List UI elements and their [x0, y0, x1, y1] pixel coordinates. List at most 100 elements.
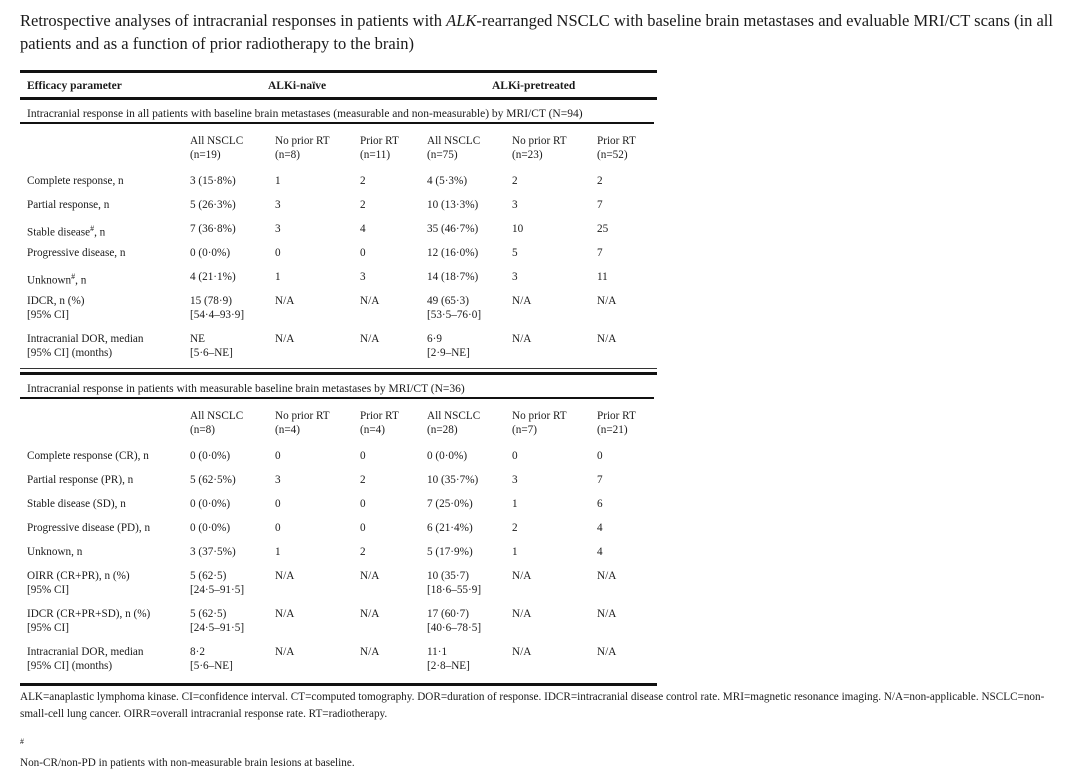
- table-cell: 3 (37·5%): [190, 546, 236, 558]
- table-cell: 5 (26·3%): [190, 199, 236, 211]
- table-cell: 2: [360, 546, 366, 558]
- table-cell: 0: [275, 522, 281, 534]
- table-cell: 2: [360, 199, 366, 211]
- table-cell: 5: [512, 247, 518, 259]
- row-label: Progressive disease (PD), n: [27, 522, 151, 534]
- table-cell: 4 (5·3%): [427, 175, 468, 187]
- table-cell: N/A: [512, 570, 532, 582]
- header-param: Efficacy parameter: [27, 80, 122, 92]
- table-cell: 0: [275, 450, 281, 462]
- table-cell: 3: [512, 474, 518, 486]
- table-cell: N/A: [360, 608, 380, 620]
- table-row: Intracranial DOR, median [95% CI] (month…: [20, 645, 657, 683]
- table-cell: 0 (0·0%): [190, 498, 231, 510]
- table-row: Stable disease#, n 7 (36·8%) 3 4 35 (46·7%) 1…: [20, 222, 657, 246]
- table-cell: 3: [512, 199, 518, 211]
- table-cell: 4: [360, 223, 366, 235]
- footnote-hash: # Non-CR/non-PD in patients with non-meas…: [20, 737, 355, 769]
- table-cell: 2: [512, 175, 518, 187]
- table-cell: N/A: [597, 295, 617, 307]
- table-cell: N/A: [275, 295, 295, 307]
- table-cell: 0 (0·0%): [427, 450, 468, 462]
- column-label: All NSCLC (n=19): [190, 135, 244, 161]
- table-cell: NE [5·6–NE]: [190, 333, 233, 359]
- column-label: No prior RT (n=8): [275, 135, 330, 161]
- table-row: Complete response, n 3 (15·8%) 1 2 4 (5·3%) 2…: [20, 174, 657, 198]
- column-label: Prior RT (n=21): [597, 410, 636, 436]
- table-cell: 4 (21·1%): [190, 271, 236, 283]
- table-cell: 2: [360, 175, 366, 187]
- table-cell: 11·1 [2·8–NE]: [427, 646, 470, 672]
- row-label: Complete response (CR), n: [27, 450, 149, 462]
- row-label: IDCR (CR+PR+SD), n (%) [95% CI]: [27, 608, 151, 634]
- row-label: Partial response (PR), n: [27, 474, 134, 486]
- table-row: OIRR (CR+PR), n (%) [95% CI] 5 (62·5) [24…: [20, 569, 657, 607]
- row-label: Stable disease (SD), n: [27, 498, 126, 510]
- table-cell: 7: [597, 474, 603, 486]
- table-cell: 6: [597, 498, 603, 510]
- column-label: Prior RT (n=4): [360, 410, 399, 436]
- table-cell: 4: [597, 522, 603, 534]
- table-cell: 10 (13·3%): [427, 199, 479, 211]
- table-cell: 4: [597, 546, 603, 558]
- table-cell: 8·2 [5·6–NE]: [190, 646, 233, 672]
- table-row: Stable disease (SD), n 0 (0·0%) 0 0 7 (25·0%…: [20, 497, 657, 521]
- table-row: IDCR, n (%) [95% CI] 15 (78·9) [54·4–93·9…: [20, 294, 657, 332]
- table-cell: 7 (36·8%): [190, 223, 236, 235]
- table-cell: N/A: [360, 646, 380, 658]
- table-cell: 7: [597, 199, 603, 211]
- table-cell: N/A: [597, 646, 617, 658]
- table-row: Unknown#, n 4 (21·1%) 1 3 14 (18·7%) 3 11: [20, 270, 657, 294]
- table-cell: 14 (18·7%): [427, 271, 479, 283]
- table-header: Efficacy parameter ALKi-naïve ALKi-pretr…: [20, 73, 657, 97]
- table-cell: N/A: [597, 570, 617, 582]
- table-cell: 0 (0·0%): [190, 450, 231, 462]
- table-cell: N/A: [275, 333, 295, 345]
- table-cell: 49 (65·3) [53·5–76·0]: [427, 295, 482, 321]
- table-cell: N/A: [275, 570, 295, 582]
- table-row: Progressive disease, n 0 (0·0%) 0 0 12 (16·0…: [20, 246, 657, 270]
- table-row: Complete response (CR), n 0 (0·0%) 0 0 0 (0·…: [20, 449, 657, 473]
- row-label: IDCR, n (%) [95% CI]: [27, 295, 85, 321]
- table-cell: 1: [512, 498, 518, 510]
- row-label: Progressive disease, n: [27, 247, 126, 259]
- table-row: Partial response, n 5 (26·3%) 3 2 10 (13·3%)…: [20, 198, 657, 222]
- table-cell: 10: [512, 223, 524, 235]
- column-subheader: All NSCLC (n=19) No prior RT (n=8) Prior R…: [20, 134, 657, 174]
- column-label: No prior RT (n=7): [512, 410, 567, 436]
- table-row: Unknown, n 3 (37·5%) 1 2 5 (17·9%) 1 4: [20, 545, 657, 569]
- table-cell: 3: [275, 474, 281, 486]
- section-title: Intracranial response in all patients wi…: [20, 100, 654, 124]
- table-cell: 6·9 [2·9–NE]: [427, 333, 470, 359]
- table-cell: 0: [275, 247, 281, 259]
- table-row: Progressive disease (PD), n 0 (0·0%) 0 0 6 (…: [20, 521, 657, 545]
- section-rule: [20, 683, 657, 686]
- table-cell: 3: [275, 199, 281, 211]
- table-cell: 0: [360, 498, 366, 510]
- table-cell: 0: [275, 498, 281, 510]
- row-label: Intracranial DOR, median [95% CI] (month…: [27, 333, 144, 359]
- row-label: Intracranial DOR, median [95% CI] (month…: [27, 646, 144, 672]
- table-cell: 10 (35·7) [18·6–55·9]: [427, 570, 482, 596]
- table-row: IDCR (CR+PR+SD), n (%) [95% CI] 5 (62·5) …: [20, 607, 657, 645]
- table-caption: Retrospective analyses of intracranial r…: [20, 11, 1053, 53]
- header-rule: [20, 97, 657, 100]
- column-label: No prior RT (n=23): [512, 135, 567, 161]
- section-rule: [20, 372, 657, 375]
- table-cell: 2: [597, 175, 603, 187]
- table-cell: 3 (15·8%): [190, 175, 236, 187]
- row-label: Complete response, n: [27, 175, 124, 187]
- column-label: All NSCLC (n=8): [190, 410, 244, 436]
- table-cell: N/A: [360, 570, 380, 582]
- table-cell: 1: [275, 546, 281, 558]
- table-cell: 1: [512, 546, 518, 558]
- table-cell: 5 (62·5) [24·5–91·5]: [190, 608, 245, 634]
- header-pretreated: ALKi-pretreated: [492, 80, 576, 92]
- table-cell: N/A: [275, 608, 295, 620]
- table-cell: N/A: [512, 333, 532, 345]
- header-naive: ALKi-naïve: [268, 80, 327, 92]
- table-cell: 1: [275, 271, 281, 283]
- table-cell: 7: [597, 247, 603, 259]
- table-cell: N/A: [512, 295, 532, 307]
- table-cell: 3: [360, 271, 366, 283]
